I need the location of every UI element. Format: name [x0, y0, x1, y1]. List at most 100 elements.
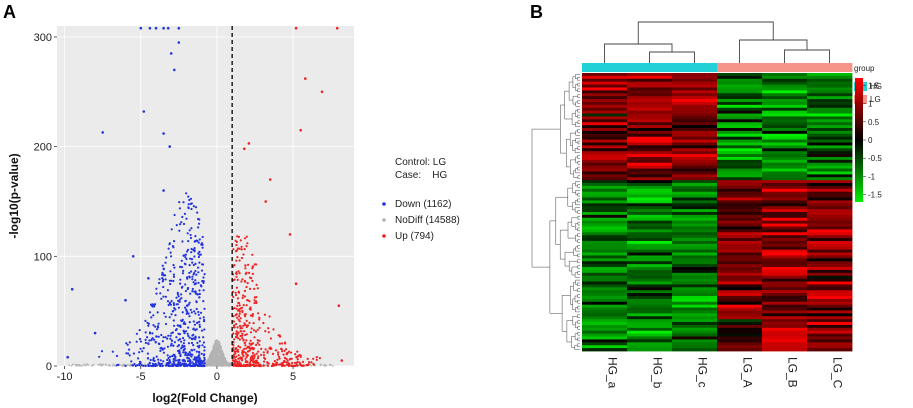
group-bar-segment — [627, 63, 673, 72]
down-point — [193, 356, 196, 359]
heatmap-cell — [762, 281, 808, 285]
down-point — [190, 247, 193, 251]
up-point — [242, 304, 245, 307]
heatmap-cell — [762, 122, 808, 126]
heatmap-cell — [627, 272, 673, 277]
down-point — [159, 364, 162, 368]
down-point — [186, 276, 189, 279]
down-point — [185, 257, 188, 261]
down-point — [184, 253, 187, 256]
up-point — [243, 237, 247, 240]
heatmap-cell — [717, 272, 763, 277]
column-labels: HG_a HG_b HG_c LG_A LG_B LG_C — [606, 357, 845, 389]
up-point — [264, 330, 267, 333]
heatmap-cell — [582, 267, 628, 271]
heatmap-cell — [807, 107, 853, 112]
heatmap-cell — [762, 84, 808, 88]
heatmap-cell — [762, 197, 808, 201]
heatmap-cell — [717, 174, 763, 178]
heatmap-cell — [627, 252, 673, 256]
group-bar-segment — [762, 63, 808, 72]
up-point — [255, 343, 258, 346]
up-point — [254, 362, 258, 365]
down-point — [167, 303, 170, 307]
down-point — [128, 354, 131, 357]
heatmap-cell — [807, 185, 853, 190]
up-point — [233, 350, 236, 353]
up-point — [245, 355, 248, 358]
heatmap-cell — [717, 107, 763, 112]
up-point — [252, 329, 256, 332]
down-point — [157, 342, 160, 345]
y-tick-label: 200 — [34, 142, 52, 154]
heatmap-cell — [627, 287, 673, 291]
heatmap-cell — [762, 258, 808, 262]
row-dendrogram — [531, 74, 580, 350]
heatmap-cell — [627, 81, 673, 85]
down-point — [193, 250, 196, 253]
heatmap-cell — [762, 162, 808, 167]
heatmap-cell — [807, 345, 853, 349]
up-point — [262, 351, 265, 354]
nodiff-point — [211, 363, 214, 366]
heatmap-cell — [672, 84, 718, 88]
down-point — [171, 245, 175, 248]
down-point — [172, 275, 176, 278]
down-point — [162, 351, 165, 354]
heatmap-cell — [627, 151, 673, 155]
up-point — [288, 233, 292, 236]
up-point — [244, 323, 247, 326]
down-point — [188, 321, 191, 324]
heatmap-cell — [762, 301, 808, 306]
down-point — [203, 318, 206, 322]
nodiff-point — [129, 365, 132, 367]
down-point — [188, 276, 191, 279]
heatmap-cell — [582, 174, 628, 178]
down-point — [189, 236, 193, 240]
up-point — [299, 128, 303, 132]
heatmap-cell — [627, 249, 673, 253]
nodiff-point — [325, 364, 328, 367]
down-point — [178, 300, 181, 303]
up-point — [240, 245, 243, 248]
heatmap-cell — [717, 252, 763, 256]
down-point — [196, 341, 199, 344]
colorbar-tick-label: -1 — [868, 172, 876, 181]
row-dendro-branch — [577, 245, 580, 249]
nodiff-point — [218, 341, 220, 344]
up-point — [243, 248, 246, 251]
up-point — [238, 360, 241, 363]
down-point — [195, 350, 198, 353]
heatmap-cell — [807, 209, 853, 213]
heatmap-cell — [807, 159, 853, 164]
down-point — [168, 360, 171, 363]
row-dendro-branch — [577, 216, 580, 220]
heatmap-cell — [627, 243, 673, 248]
up-point — [235, 244, 238, 247]
down-point — [200, 352, 203, 355]
heatmap-cell — [762, 278, 808, 282]
down-point — [191, 361, 194, 364]
heatmap-cell — [627, 223, 673, 227]
nodiff-point — [324, 365, 326, 367]
heatmap-cell — [627, 255, 673, 259]
row-dendro-root — [531, 128, 561, 268]
x-tick-label: 5 — [290, 371, 296, 383]
heatmap-cell — [582, 162, 628, 167]
heatmap-cell — [627, 101, 673, 106]
down-point — [158, 278, 161, 281]
down-point — [172, 309, 175, 312]
heatmap-cell — [582, 327, 628, 332]
heatmap-cell — [627, 275, 673, 280]
nodiff-point — [314, 364, 317, 367]
nodiff-point — [75, 363, 77, 366]
down-point — [155, 355, 158, 358]
nodiff-point — [223, 360, 226, 363]
heatmap-cell — [672, 243, 718, 248]
down-point — [180, 297, 183, 300]
down-point — [183, 212, 186, 215]
up-point — [242, 354, 245, 357]
heatmap-cell — [762, 78, 808, 83]
down-point — [198, 292, 201, 296]
heatmap-cell — [807, 240, 853, 245]
